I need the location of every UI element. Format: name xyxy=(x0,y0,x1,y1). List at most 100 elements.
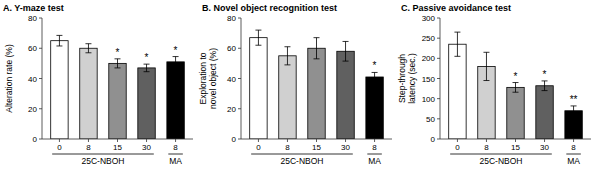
error-cap xyxy=(343,61,349,62)
y-axis-label-line: novel object (%) xyxy=(208,48,218,109)
y-tick-label: 0 xyxy=(431,135,436,144)
y-tick-label: 80 xyxy=(227,14,236,23)
y-tick xyxy=(437,78,440,79)
x-tick-label: 8 xyxy=(285,143,290,152)
bar xyxy=(308,48,325,139)
y-tick xyxy=(39,48,42,49)
x-tick xyxy=(88,139,89,142)
y-tick xyxy=(39,78,42,79)
figure: A. Y-maze testAlteration rate (%)***0204… xyxy=(0,0,597,169)
x-tick-label: 15 xyxy=(113,143,122,152)
title: C. Passive avoidance test xyxy=(401,3,511,13)
error-cap xyxy=(372,72,378,73)
error-cap xyxy=(571,105,577,106)
significance-label: * xyxy=(373,60,377,71)
y-tick xyxy=(437,98,440,99)
error-cap xyxy=(454,32,460,33)
x-tick xyxy=(316,139,317,142)
error-cap xyxy=(372,81,378,82)
error-cap xyxy=(542,90,548,91)
group-bracket xyxy=(251,154,353,155)
y-tick-label: 40 xyxy=(227,75,236,84)
marks xyxy=(51,35,185,139)
y-tick xyxy=(238,139,241,140)
y-tick xyxy=(39,18,42,19)
error-bar xyxy=(144,64,150,72)
y-tick-label: 20 xyxy=(28,105,37,114)
bar xyxy=(366,77,383,139)
error-cap xyxy=(56,45,62,46)
error-stem xyxy=(457,32,458,56)
x-tick xyxy=(175,139,176,142)
x-tick-label: 8 xyxy=(372,143,377,152)
y-axis-label-line: latency (sec.) xyxy=(407,53,417,104)
bar xyxy=(279,56,296,139)
y-tick xyxy=(437,58,440,59)
y-tick-label: 250 xyxy=(422,34,436,43)
error-bar xyxy=(255,30,261,45)
error-bar xyxy=(284,47,290,65)
title: B. Novel object recognition test xyxy=(202,3,337,13)
error-cap xyxy=(284,46,290,47)
error-stem xyxy=(374,72,375,81)
significance-label: * xyxy=(543,69,547,80)
x-tick xyxy=(573,139,574,142)
error-stem xyxy=(175,57,176,68)
x-tick xyxy=(374,139,375,142)
x-tick xyxy=(515,139,516,142)
error-cap xyxy=(314,37,320,38)
y-axis-label-line: Exploration to xyxy=(198,52,208,104)
y-tick-label: 40 xyxy=(28,75,37,84)
y-tick xyxy=(437,38,440,39)
marks xyxy=(250,30,384,139)
group-label: 25C-NBOH xyxy=(280,156,323,166)
error-stem xyxy=(515,83,516,93)
x-tick-label: 30 xyxy=(341,143,350,152)
error-stem xyxy=(146,64,147,72)
x-tick xyxy=(457,139,458,142)
y-tick-label: 150 xyxy=(422,75,436,84)
error-cap xyxy=(454,56,460,57)
group-bracket xyxy=(367,154,382,155)
y-axis-label-line: Alteration rate (%) xyxy=(4,44,14,113)
error-cap xyxy=(115,67,121,68)
error-stem xyxy=(345,41,346,61)
x-tick xyxy=(59,139,60,142)
y-tick-label: 300 xyxy=(422,14,436,23)
group-bracket xyxy=(168,154,183,155)
significance-label: * xyxy=(174,45,178,56)
error-stem xyxy=(486,52,487,80)
y-tick-label: 20 xyxy=(227,105,236,114)
error-bar xyxy=(483,52,489,80)
panel: B. Novel object recognition test Explorat… xyxy=(198,3,392,166)
group-label: MA xyxy=(169,156,182,166)
error-cap xyxy=(255,45,261,46)
significance-label: * xyxy=(145,52,149,63)
error-cap xyxy=(513,82,519,83)
error-cap xyxy=(255,30,261,31)
error-stem xyxy=(59,35,60,46)
y-tick-label: 80 xyxy=(28,14,37,23)
group-label: MA xyxy=(368,156,381,166)
panel: C. Passive avoidance testStep-throughlat… xyxy=(397,3,591,166)
x-tick-label: 0 xyxy=(57,143,62,152)
y-tick xyxy=(238,78,241,79)
error-bar xyxy=(85,44,91,53)
bar xyxy=(80,48,97,139)
x-tick-label: 15 xyxy=(511,143,520,152)
panel: A. Y-maze testAlteration rate (%)***0204… xyxy=(3,3,193,166)
x-tick xyxy=(258,139,259,142)
error-cap xyxy=(571,115,577,116)
x-tick xyxy=(287,139,288,142)
error-cap xyxy=(483,52,489,53)
y-tick-label: 0 xyxy=(232,135,237,144)
error-cap xyxy=(314,58,320,59)
error-bar xyxy=(56,35,62,46)
group-label: MA xyxy=(567,156,580,166)
error-bar xyxy=(454,32,460,56)
error-cap xyxy=(542,80,548,81)
group-bracket xyxy=(566,154,581,155)
error-bar xyxy=(314,38,320,59)
y-tick xyxy=(437,118,440,119)
y-tick-label: 0 xyxy=(33,135,38,144)
